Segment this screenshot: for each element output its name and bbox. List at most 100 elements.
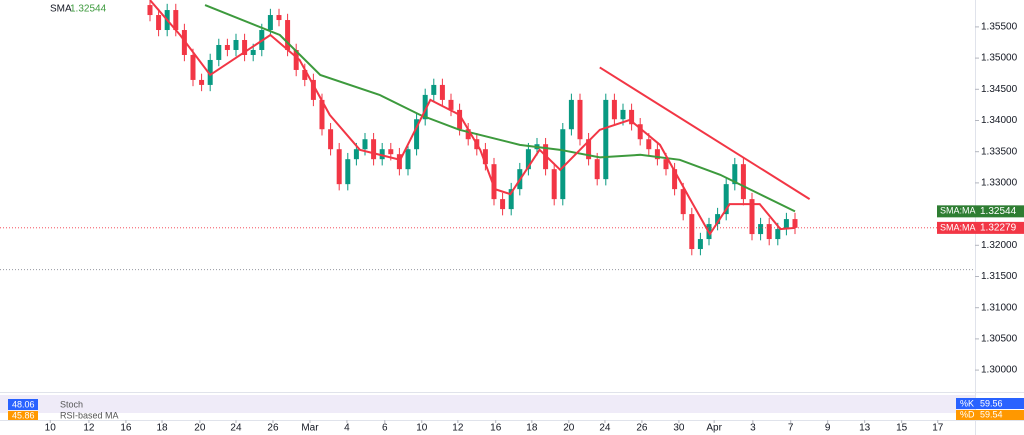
candle-body [250, 49, 256, 55]
y-tick-label: 1.35000 [981, 53, 1018, 64]
x-tick-label: 16 [490, 423, 502, 434]
y-tick-label: 1.33500 [981, 146, 1018, 157]
candle-body [525, 149, 531, 170]
x-tick-label: 20 [194, 423, 206, 434]
candle-body [457, 109, 463, 130]
candle-body [190, 54, 196, 80]
y-tick-label: 1.33000 [981, 178, 1018, 189]
candle-body [740, 164, 746, 200]
candle-body [181, 30, 187, 55]
x-tick-label: 18 [156, 423, 168, 434]
osc-d-label: %D [960, 409, 975, 419]
candle-body [551, 169, 557, 200]
candle-body [465, 129, 471, 140]
candle-body [216, 44, 222, 60]
candle-body [680, 189, 686, 215]
osc-k-value: 59.56 [980, 398, 1003, 408]
x-tick-label: 17 [932, 423, 944, 434]
price-tag-label: SMA:MA [940, 222, 976, 232]
x-tick-label: Apr [706, 423, 722, 434]
y-tick-label: 1.35500 [981, 22, 1018, 33]
y-tick-label: 1.34500 [981, 84, 1018, 95]
price-tag-value: 1.32279 [980, 223, 1017, 234]
legend-value: 1.32544 [70, 4, 107, 15]
candle-body [353, 149, 359, 160]
x-tick-label: 3 [750, 423, 756, 434]
x-tick-label: 10 [45, 423, 57, 434]
candle-body [637, 124, 643, 140]
candle-body [147, 5, 153, 16]
candle-body [672, 169, 678, 190]
candle-body [500, 199, 506, 210]
candle-body [732, 164, 738, 185]
legend-name: SMA [50, 4, 72, 15]
candle-body [396, 154, 402, 170]
candle-body [310, 79, 316, 100]
candle-body [611, 99, 617, 120]
osc-ma-title: RSI-based MA [60, 410, 119, 420]
candle-body [224, 44, 230, 50]
candle-body [568, 99, 574, 130]
y-tick-label: 1.31500 [981, 271, 1018, 282]
candle-body [697, 239, 703, 250]
candle-body [783, 219, 789, 230]
x-tick-label: 20 [563, 423, 575, 434]
osc-value-box [8, 411, 38, 420]
candle-body [775, 229, 781, 240]
candle-body [207, 59, 213, 85]
ma-line [204, 4, 796, 213]
candle-body [319, 99, 325, 130]
price-tag [937, 221, 1024, 234]
y-tick-label: 1.34000 [981, 115, 1018, 126]
candle-body [482, 149, 488, 165]
x-tick-label: 10 [416, 423, 428, 434]
candle-body [267, 15, 273, 31]
candle-body [328, 129, 334, 150]
candle-body [388, 149, 394, 155]
candle-body [758, 224, 764, 235]
candle-body [156, 15, 162, 31]
price-tag [937, 205, 1024, 218]
x-tick-label: 26 [636, 423, 648, 434]
trendline [599, 66, 811, 200]
osc-k-label: %K [960, 398, 974, 408]
x-tick-label: 18 [526, 423, 538, 434]
candle-body [285, 20, 291, 50]
candle-body [371, 139, 377, 160]
osc-value: 45.86 [12, 410, 35, 420]
price-tag-label: SMA:MA [940, 206, 976, 216]
candle-body [663, 159, 669, 170]
candle-body [586, 139, 592, 160]
candle-body [491, 164, 497, 200]
x-tick-label: 6 [382, 423, 388, 434]
candle-body [448, 99, 454, 110]
x-tick-label: 15 [896, 423, 908, 434]
candle-body [560, 129, 566, 200]
candle-body [646, 139, 652, 150]
osc-d-value: 59.54 [980, 409, 1003, 419]
candle-body [577, 99, 583, 140]
y-tick-label: 1.32000 [981, 240, 1018, 251]
candle-body [749, 199, 755, 235]
price-tag-value: 1.32544 [980, 206, 1017, 217]
candle-body [431, 84, 437, 95]
candle-body [379, 149, 385, 160]
candle-body [422, 94, 428, 120]
x-tick-label: 9 [825, 423, 831, 434]
candle-body [439, 84, 445, 100]
candle-body [293, 49, 299, 70]
oscillator-band [0, 395, 975, 413]
candle-body [715, 214, 721, 225]
candle-body [594, 159, 600, 180]
candle-body [620, 109, 626, 120]
candle-body [654, 149, 660, 160]
candle-body [362, 139, 368, 150]
x-tick-label: 7 [788, 423, 794, 434]
ma-line [149, 0, 796, 236]
x-tick-label: 24 [599, 423, 611, 434]
x-tick-label: 12 [452, 423, 464, 434]
candle-body [792, 219, 798, 228]
x-tick-label: 16 [120, 423, 132, 434]
